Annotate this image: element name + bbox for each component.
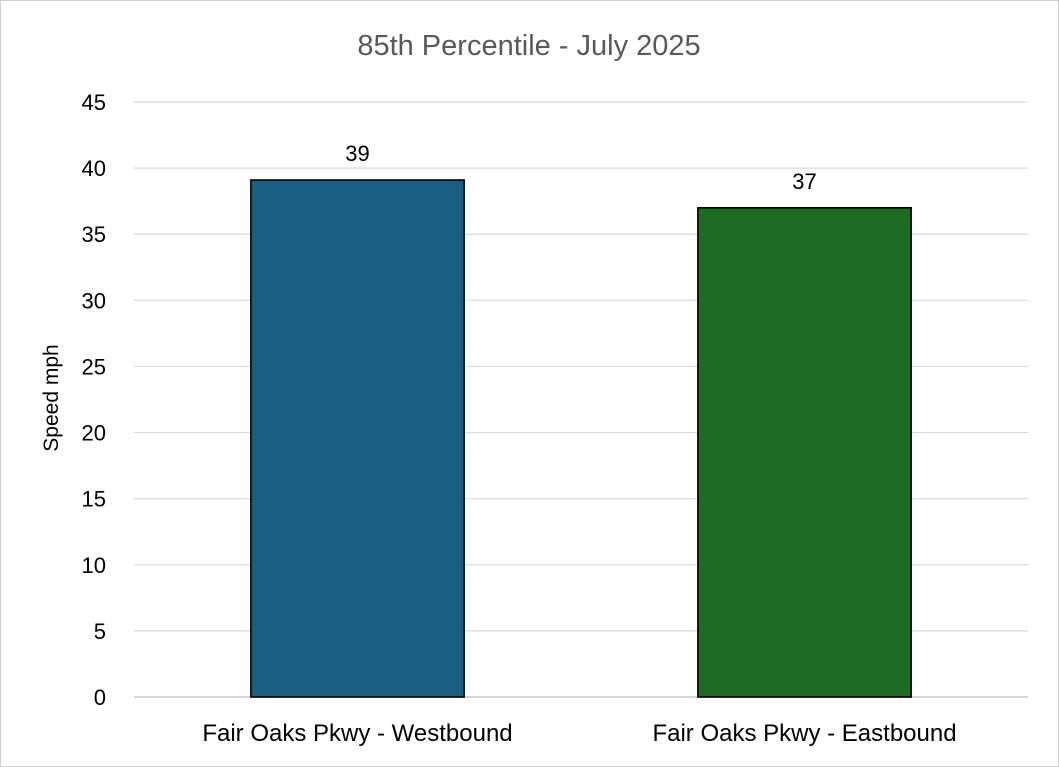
y-tick-label: 45 bbox=[82, 90, 106, 115]
y-tick-label: 40 bbox=[82, 156, 106, 181]
bar bbox=[250, 179, 465, 698]
data-labels: 39 37 bbox=[345, 141, 816, 194]
bars bbox=[250, 179, 912, 698]
y-tick-label: 10 bbox=[82, 553, 106, 578]
x-axis-categories: Fair Oaks Pkwy - Westbound Fair Oaks Pkwy… bbox=[202, 720, 956, 747]
chart-title: 85th Percentile - July 2025 bbox=[357, 30, 700, 62]
x-category-label: Fair Oaks Pkwy - Eastbound bbox=[652, 720, 956, 747]
bar-value-label: 37 bbox=[792, 169, 816, 194]
y-tick-label: 15 bbox=[82, 487, 106, 512]
x-category-label: Fair Oaks Pkwy - Westbound bbox=[202, 720, 512, 747]
y-axis-ticks: 0 5 10 15 20 25 30 35 40 45 bbox=[82, 90, 106, 710]
y-tick-label: 0 bbox=[94, 685, 106, 710]
y-tick-label: 30 bbox=[82, 288, 106, 313]
y-tick-label: 25 bbox=[82, 354, 106, 379]
bar-value-label: 39 bbox=[345, 141, 369, 166]
y-tick-label: 5 bbox=[94, 619, 106, 644]
bar bbox=[697, 206, 912, 698]
y-tick-label: 20 bbox=[82, 421, 106, 446]
y-axis-label: Speed mph bbox=[40, 344, 63, 451]
y-tick-label: 35 bbox=[82, 222, 106, 247]
